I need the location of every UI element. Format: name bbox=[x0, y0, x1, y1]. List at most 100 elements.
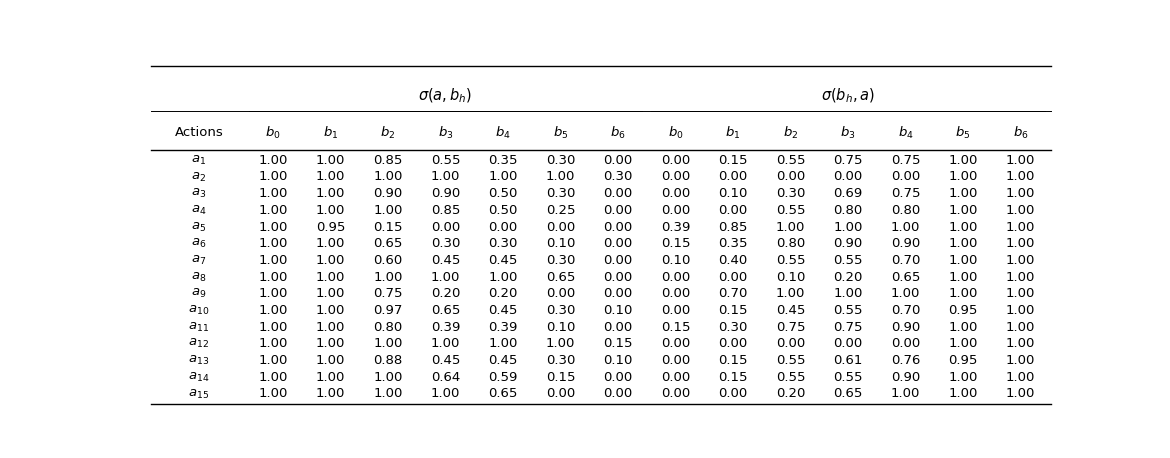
Text: 0.80: 0.80 bbox=[892, 204, 921, 217]
Text: 0.00: 0.00 bbox=[661, 154, 690, 167]
Text: $b_0$: $b_0$ bbox=[266, 125, 281, 141]
Text: 0.30: 0.30 bbox=[604, 170, 633, 184]
Text: 0.10: 0.10 bbox=[718, 187, 748, 200]
Text: 1.00: 1.00 bbox=[949, 237, 978, 250]
Text: 1.00: 1.00 bbox=[259, 354, 288, 367]
Text: 1.00: 1.00 bbox=[833, 221, 862, 234]
Text: 1.00: 1.00 bbox=[316, 321, 345, 334]
Text: 0.00: 0.00 bbox=[718, 338, 748, 350]
Text: 0.80: 0.80 bbox=[373, 321, 402, 334]
Text: 0.30: 0.30 bbox=[546, 254, 576, 267]
Text: 1.00: 1.00 bbox=[316, 204, 345, 217]
Text: 1.00: 1.00 bbox=[949, 338, 978, 350]
Text: 1.00: 1.00 bbox=[1006, 304, 1035, 317]
Text: $\sigma(a, b_h)$: $\sigma(a, b_h)$ bbox=[419, 86, 473, 105]
Text: 0.70: 0.70 bbox=[890, 254, 921, 267]
Text: 0.75: 0.75 bbox=[776, 321, 805, 334]
Text: 0.90: 0.90 bbox=[373, 187, 402, 200]
Text: 1.00: 1.00 bbox=[949, 204, 978, 217]
Text: 1.00: 1.00 bbox=[259, 187, 288, 200]
Text: 0.55: 0.55 bbox=[776, 154, 805, 167]
Text: 1.00: 1.00 bbox=[1006, 271, 1035, 284]
Text: 0.00: 0.00 bbox=[431, 221, 460, 234]
Text: 1.00: 1.00 bbox=[316, 354, 345, 367]
Text: 0.00: 0.00 bbox=[604, 387, 633, 400]
Text: 1.00: 1.00 bbox=[1006, 204, 1035, 217]
Text: 1.00: 1.00 bbox=[488, 338, 517, 350]
Text: 1.00: 1.00 bbox=[259, 271, 288, 284]
Text: 1.00: 1.00 bbox=[259, 287, 288, 300]
Text: 0.00: 0.00 bbox=[661, 287, 690, 300]
Text: 0.00: 0.00 bbox=[604, 254, 633, 267]
Text: $a_{11}$: $a_{11}$ bbox=[188, 321, 209, 334]
Text: 0.45: 0.45 bbox=[431, 354, 460, 367]
Text: 0.45: 0.45 bbox=[431, 254, 460, 267]
Text: 1.00: 1.00 bbox=[1006, 254, 1035, 267]
Text: 1.00: 1.00 bbox=[949, 287, 978, 300]
Text: 0.15: 0.15 bbox=[604, 338, 633, 350]
Text: $b_6$: $b_6$ bbox=[1013, 125, 1028, 141]
Text: 0.00: 0.00 bbox=[488, 221, 517, 234]
Text: 0.88: 0.88 bbox=[373, 354, 402, 367]
Text: 1.00: 1.00 bbox=[488, 170, 517, 184]
Text: 1.00: 1.00 bbox=[316, 187, 345, 200]
Text: $a_2$: $a_2$ bbox=[192, 170, 206, 184]
Text: $b_4$: $b_4$ bbox=[897, 125, 914, 141]
Text: 0.00: 0.00 bbox=[604, 154, 633, 167]
Text: 0.00: 0.00 bbox=[718, 271, 748, 284]
Text: 1.00: 1.00 bbox=[259, 338, 288, 350]
Text: 0.95: 0.95 bbox=[949, 304, 978, 317]
Text: 0.00: 0.00 bbox=[892, 338, 921, 350]
Text: 0.85: 0.85 bbox=[373, 154, 402, 167]
Text: 1.00: 1.00 bbox=[259, 237, 288, 250]
Text: 1.00: 1.00 bbox=[949, 254, 978, 267]
Text: 0.30: 0.30 bbox=[431, 237, 460, 250]
Text: 0.00: 0.00 bbox=[661, 371, 690, 384]
Text: 0.60: 0.60 bbox=[373, 254, 402, 267]
Text: $a_{10}$: $a_{10}$ bbox=[188, 304, 209, 317]
Text: 1.00: 1.00 bbox=[373, 338, 402, 350]
Text: 0.00: 0.00 bbox=[661, 187, 690, 200]
Text: $\sigma(b_h, a)$: $\sigma(b_h, a)$ bbox=[821, 86, 875, 105]
Text: 0.30: 0.30 bbox=[718, 321, 748, 334]
Text: $a_7$: $a_7$ bbox=[191, 254, 206, 267]
Text: 0.55: 0.55 bbox=[776, 371, 805, 384]
Text: 0.20: 0.20 bbox=[431, 287, 460, 300]
Text: 0.85: 0.85 bbox=[718, 221, 748, 234]
Text: 0.00: 0.00 bbox=[661, 354, 690, 367]
Text: 0.30: 0.30 bbox=[546, 304, 576, 317]
Text: 0.85: 0.85 bbox=[431, 204, 460, 217]
Text: 1.00: 1.00 bbox=[949, 187, 978, 200]
Text: 1.00: 1.00 bbox=[373, 371, 402, 384]
Text: 0.55: 0.55 bbox=[431, 154, 460, 167]
Text: 1.00: 1.00 bbox=[949, 170, 978, 184]
Text: $a_9$: $a_9$ bbox=[191, 287, 207, 300]
Text: 0.45: 0.45 bbox=[488, 304, 517, 317]
Text: 0.65: 0.65 bbox=[488, 387, 517, 400]
Text: 1.00: 1.00 bbox=[316, 254, 345, 267]
Text: 1.00: 1.00 bbox=[316, 371, 345, 384]
Text: 0.00: 0.00 bbox=[604, 204, 633, 217]
Text: 0.75: 0.75 bbox=[833, 321, 862, 334]
Text: $b_3$: $b_3$ bbox=[840, 125, 855, 141]
Text: 1.00: 1.00 bbox=[316, 338, 345, 350]
Text: 1.00: 1.00 bbox=[316, 304, 345, 317]
Text: 1.00: 1.00 bbox=[1006, 154, 1035, 167]
Text: 0.45: 0.45 bbox=[488, 354, 517, 367]
Text: 0.00: 0.00 bbox=[833, 338, 862, 350]
Text: 0.15: 0.15 bbox=[718, 371, 748, 384]
Text: 0.20: 0.20 bbox=[776, 387, 805, 400]
Text: 0.80: 0.80 bbox=[833, 204, 862, 217]
Text: $b_0$: $b_0$ bbox=[668, 125, 683, 141]
Text: 0.15: 0.15 bbox=[718, 304, 748, 317]
Text: 0.55: 0.55 bbox=[776, 204, 805, 217]
Text: 0.55: 0.55 bbox=[776, 354, 805, 367]
Text: 0.55: 0.55 bbox=[776, 254, 805, 267]
Text: 0.45: 0.45 bbox=[776, 304, 805, 317]
Text: 0.65: 0.65 bbox=[833, 387, 862, 400]
Text: 0.00: 0.00 bbox=[604, 287, 633, 300]
Text: 0.39: 0.39 bbox=[488, 321, 517, 334]
Text: 0.90: 0.90 bbox=[833, 237, 862, 250]
Text: 1.00: 1.00 bbox=[546, 338, 576, 350]
Text: 0.65: 0.65 bbox=[546, 271, 576, 284]
